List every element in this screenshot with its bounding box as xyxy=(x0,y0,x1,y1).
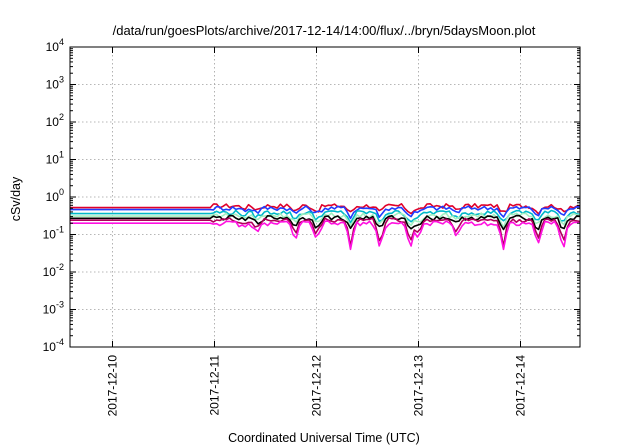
x-tick-label: 2017-12-13 xyxy=(412,355,426,417)
x-axis-label: Coordinated Universal Time (UTC) xyxy=(228,431,420,445)
y-tick-label: 102 xyxy=(46,112,64,129)
y-axis-label: cSv/day xyxy=(9,176,23,221)
y-tick-label: 10-4 xyxy=(43,337,64,354)
x-tick-label: 2017-12-10 xyxy=(106,355,120,417)
y-tick-label: 10-1 xyxy=(43,225,64,242)
series-line-1 xyxy=(70,203,581,215)
x-axis: 2017-12-10 2017-12-11 2017-12-12 2017-12-13… xyxy=(106,47,528,416)
y-tick-label: 10-2 xyxy=(43,262,64,279)
y-tick-label: 101 xyxy=(46,150,64,167)
y-tick-label: 100 xyxy=(46,187,64,204)
grid-lines xyxy=(70,47,580,347)
y-axis: 10-4 10-3 10-2 10-1 100 101 102 103 104 xyxy=(43,37,580,354)
y-tick-label: 103 xyxy=(46,75,64,92)
y-tick-label: 10-3 xyxy=(43,300,64,317)
y-tick-label: 104 xyxy=(46,37,64,54)
chart-title: /data/run/goesPlots/archive/2017-12-14/1… xyxy=(113,23,536,38)
series-line-2 xyxy=(70,205,581,220)
x-tick-label: 2017-12-11 xyxy=(208,355,222,416)
series-line-7 xyxy=(70,220,581,251)
series-line-5 xyxy=(70,214,581,231)
series-group xyxy=(70,203,581,251)
x-tick-label: 2017-12-14 xyxy=(514,355,528,417)
series-line-3 xyxy=(70,209,581,224)
x-tick-label: 2017-12-12 xyxy=(310,355,324,417)
series-line-6 xyxy=(70,217,581,247)
